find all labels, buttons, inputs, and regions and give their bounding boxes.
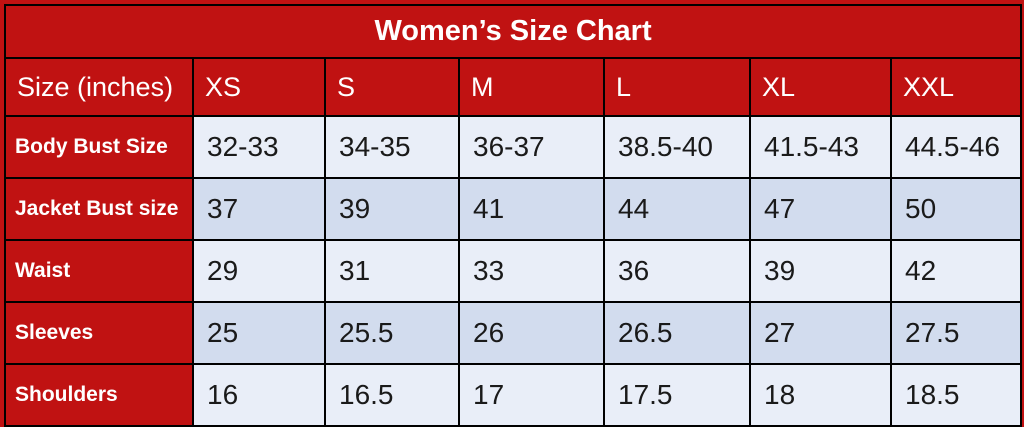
data-cell: 26: [458, 301, 605, 365]
size-chart-table: Women’s Size Chart Size (inches) XS S M L XL X…: [3, 4, 1023, 427]
data-cell: 36-37: [458, 115, 605, 179]
data-cell: 37: [192, 177, 326, 241]
data-cell: 17.5: [603, 363, 751, 427]
data-cell: 16: [192, 363, 326, 427]
data-cell: 27.5: [889, 301, 1023, 365]
data-cell: 17: [458, 363, 605, 427]
data-cell: 29: [192, 239, 326, 303]
row-label: Waist: [4, 239, 194, 303]
header-cell-size: XL: [749, 57, 892, 117]
data-cell: 50: [889, 177, 1023, 241]
data-cell: 18: [749, 363, 892, 427]
table-row: Shoulders 16 16.5 17 17.5 18 18.5: [4, 363, 1023, 427]
header-cell-size-label: Size (inches): [4, 57, 194, 117]
row-label: Body Bust Size: [4, 115, 194, 179]
data-cell: 18.5: [889, 363, 1023, 427]
data-cell: 16.5: [324, 363, 460, 427]
header-cell-size: XS: [192, 57, 326, 117]
table-row: Body Bust Size 32-33 34-35 36-37 38.5-40 41.5…: [4, 115, 1023, 179]
table-row: Jacket Bust size 37 39 41 44 47 50: [4, 177, 1023, 241]
table-row: Sleeves 25 25.5 26 26.5 27 27.5: [4, 301, 1023, 365]
data-cell: 44: [603, 177, 751, 241]
data-cell: 31: [324, 239, 460, 303]
data-cell: 42: [889, 239, 1023, 303]
data-cell: 32-33: [192, 115, 326, 179]
data-cell: 27: [749, 301, 892, 365]
data-cell: 47: [749, 177, 892, 241]
data-cell: 33: [458, 239, 605, 303]
data-cell: 44.5-46: [889, 115, 1023, 179]
data-cell: 25.5: [324, 301, 460, 365]
header-row: Size (inches) XS S M L XL XXL: [4, 57, 1023, 117]
table-head: Women’s Size Chart Size (inches) XS S M L XL X…: [3, 4, 1023, 117]
header-cell-size: S: [324, 57, 460, 117]
data-cell: 39: [324, 177, 460, 241]
data-cell: 36: [603, 239, 751, 303]
row-label: Jacket Bust size: [4, 177, 194, 241]
data-cell: 38.5-40: [603, 115, 751, 179]
header-cell-size: XXL: [889, 57, 1023, 117]
data-cell: 41.5-43: [749, 115, 892, 179]
table-row: Waist 29 31 33 36 39 42: [4, 239, 1023, 303]
header-cell-size: L: [603, 57, 751, 117]
table-body: Body Bust Size 32-33 34-35 36-37 38.5-40 41.5…: [4, 115, 1023, 427]
title-row: Women’s Size Chart: [3, 4, 1023, 59]
data-cell: 25: [192, 301, 326, 365]
data-cell: 26.5: [603, 301, 751, 365]
row-label: Shoulders: [4, 363, 194, 427]
chart-title: Women’s Size Chart: [3, 4, 1023, 59]
row-label: Sleeves: [4, 301, 194, 365]
header-cell-size: M: [458, 57, 605, 117]
data-cell: 34-35: [324, 115, 460, 179]
data-cell: 41: [458, 177, 605, 241]
data-cell: 39: [749, 239, 892, 303]
